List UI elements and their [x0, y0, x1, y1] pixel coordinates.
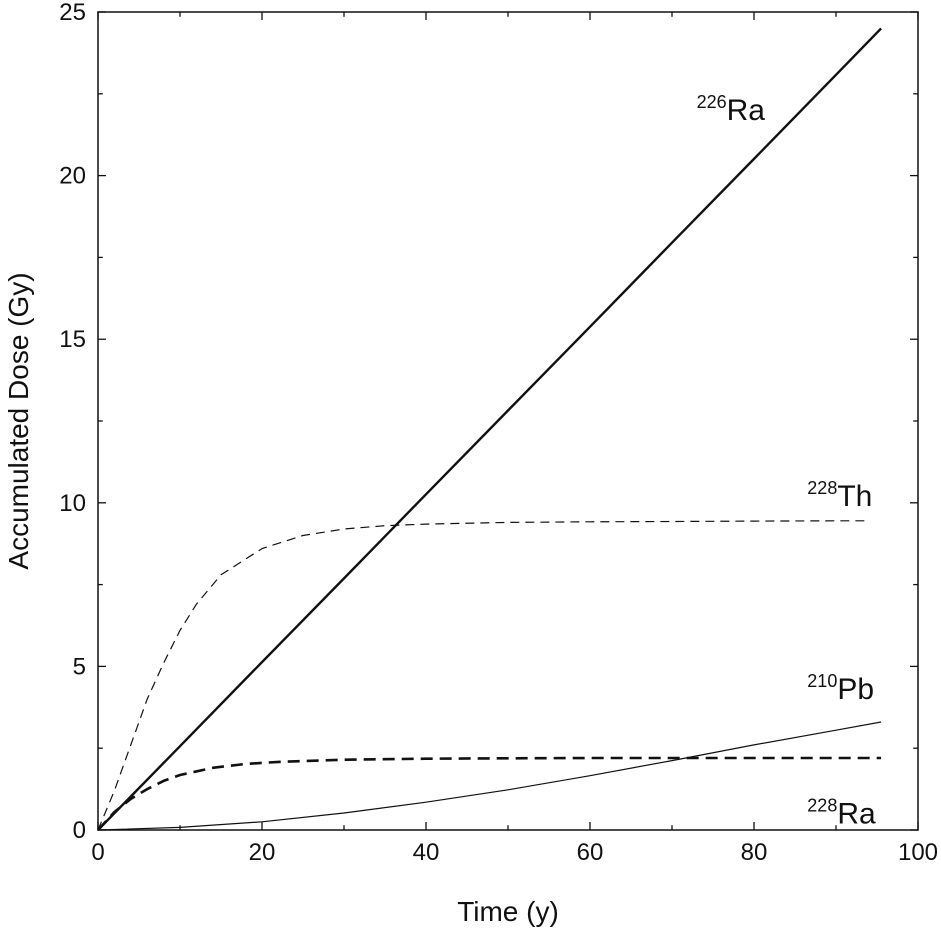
y-tick-label: 25: [59, 0, 86, 26]
x-tick-label: 20: [249, 839, 276, 866]
series-label-mass: 210: [807, 671, 837, 691]
y-tick-label: 10: [59, 490, 86, 517]
y-tick-label: 0: [73, 817, 86, 844]
series-line-228Th: [97, 520, 869, 831]
y-tick-label: 15: [59, 326, 86, 353]
series-label-210Pb: 210Pb: [807, 671, 874, 706]
y-axis-title: Accumulated Dose (Gy): [3, 272, 34, 569]
ticks: [97, 11, 919, 831]
series-label-mass: 226: [697, 92, 727, 112]
x-axis-title: Time (y): [457, 896, 559, 927]
series-label-mass: 228: [807, 795, 837, 815]
series-label-226Ra: 226Ra: [697, 92, 766, 127]
series-line-210Pb: [97, 721, 882, 831]
series-line-226Ra: [97, 27, 882, 831]
series-label-mass: 228: [807, 478, 837, 498]
x-tick-label: 80: [741, 839, 768, 866]
series-line-228Ra: [97, 756, 882, 831]
x-tick-label: 0: [91, 839, 104, 866]
series-label-element: Ra: [727, 94, 766, 127]
x-tick-label: 40: [413, 839, 440, 866]
series-label-element: Th: [837, 480, 872, 513]
series-lines: [97, 27, 882, 831]
series-label-228Ra: 228Ra: [807, 795, 876, 830]
series-label-228Th: 228Th: [807, 478, 872, 513]
x-tick-label: 60: [577, 839, 604, 866]
y-tick-label: 5: [73, 653, 86, 680]
series-label-element: Ra: [837, 797, 876, 830]
plot-frame: [97, 11, 919, 831]
series-label-element: Pb: [837, 673, 874, 706]
x-tick-label: 100: [898, 839, 938, 866]
tick-labels: 0 20 40 60 80 100 0 5 10 15 20 25: [59, 0, 938, 866]
y-tick-label: 20: [59, 163, 86, 190]
